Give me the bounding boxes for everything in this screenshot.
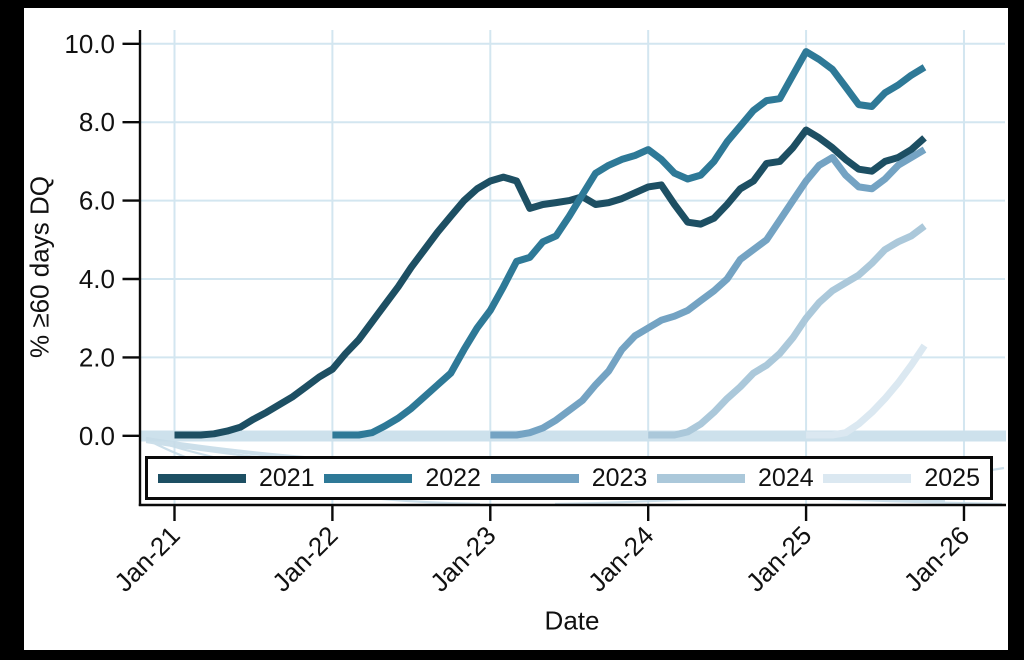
legend-swatch-2021 [158,473,246,483]
legend-item-2024: 2024 [657,463,814,492]
legend-item-2025: 2025 [823,463,980,492]
gridlines [140,30,1005,505]
x-tick-label: Jan-25 [740,520,817,597]
x-tick-label: Jan-26 [898,520,975,597]
y-axis-title: % ≥60 days DQ [24,176,55,358]
series-line-2025 [806,343,928,439]
series-line-2022 [332,48,927,439]
legend-item-2023: 2023 [490,463,648,492]
x-tick-label: Jan-21 [108,520,185,597]
legend-swatch-2024 [657,473,746,483]
y-tick-label: 8.0 [79,107,115,137]
y-tick-label: 6.0 [79,186,115,216]
x-axis-ticks: Jan-21 Jan-22 Jan-23 Jan-24 Jan-25 Jan-26 [108,505,975,597]
legend-label-2021: 2021 [259,463,315,492]
y-tick-label: 4.0 [79,264,115,294]
legend-item-2022: 2022 [324,463,481,492]
x-tick-label: Jan-24 [582,520,659,597]
y-axis-ticks: 0.0 2.0 4.0 6.0 8.0 10.0 [64,29,140,451]
x-tick-label: Jan-23 [424,520,501,597]
series-line-2023 [490,146,927,439]
legend-label-2025: 2025 [924,463,980,492]
axes [138,30,1006,507]
y-tick-label: 0.0 [79,421,115,451]
legend-swatch-2022 [324,473,413,483]
legend-swatch-2025 [823,473,912,483]
legend-label-2023: 2023 [591,463,648,492]
x-axis-title: Date [544,605,600,636]
y-tick-label: 2.0 [79,342,115,372]
series-lines [174,48,928,439]
series-line-2021 [174,126,927,439]
chart-panel [24,8,1008,650]
legend-swatch-2023 [490,473,579,483]
zero-reference-band [140,430,1006,442]
x-tick-label: Jan-22 [266,520,343,597]
legend: 2021 2022 2023 2024 2025 [145,456,993,500]
legend-label-2022: 2022 [425,463,481,492]
series-line-2024 [648,223,927,439]
legend-label-2024: 2024 [758,463,814,492]
legend-item-2021: 2021 [158,463,315,492]
y-tick-label: 10.0 [64,29,115,59]
